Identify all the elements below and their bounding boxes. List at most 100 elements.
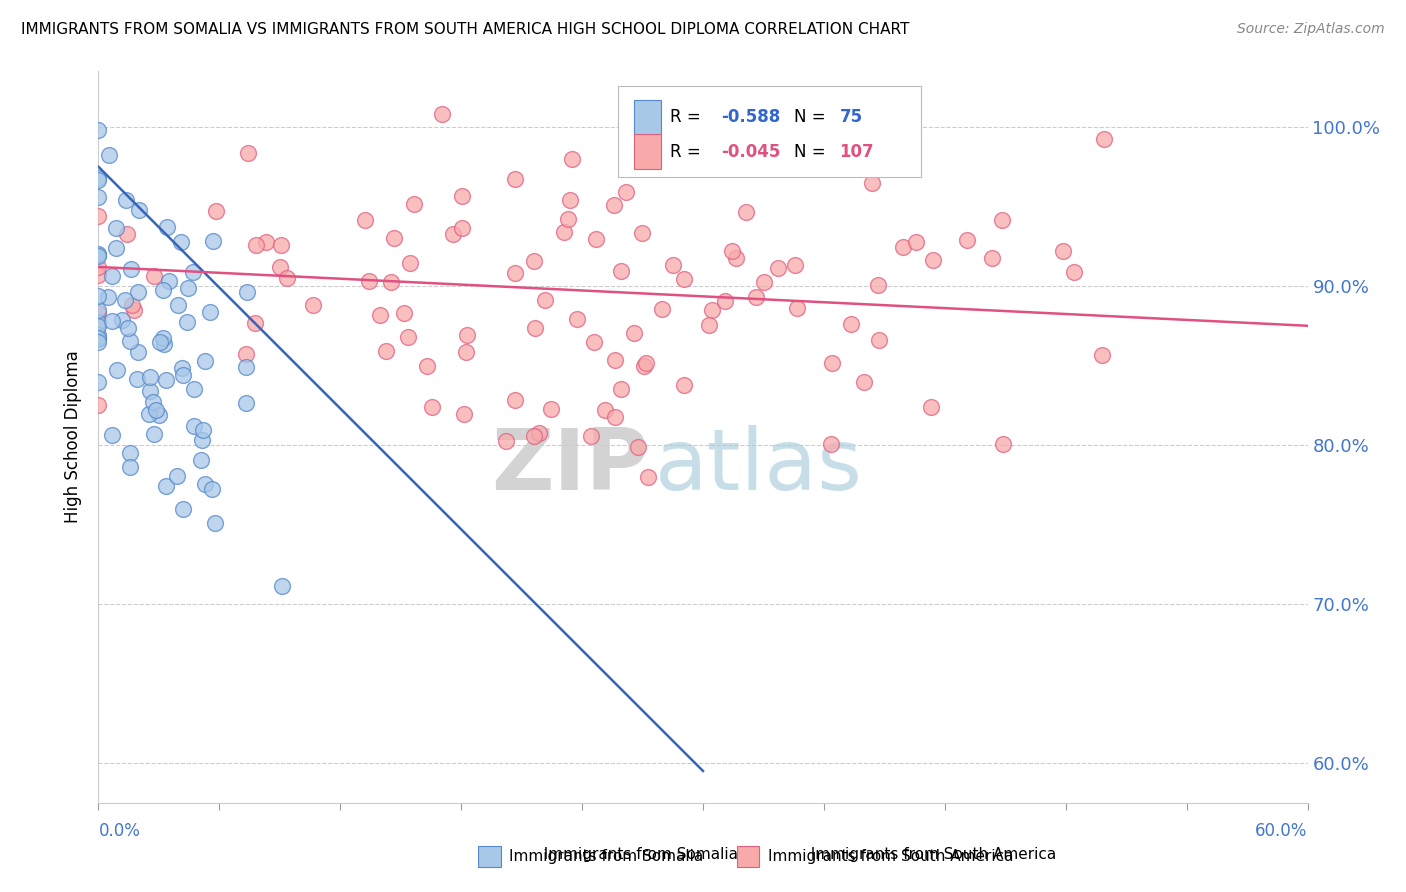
Point — [633, 359, 655, 374]
Point — [392, 305, 415, 319]
Point — [990, 213, 1012, 227]
Point — [697, 318, 720, 333]
Point — [87, 398, 110, 412]
Point — [122, 303, 145, 318]
Point — [172, 368, 194, 382]
Point — [582, 334, 605, 349]
Point — [453, 407, 475, 421]
Point — [87, 335, 110, 350]
Point — [139, 384, 162, 398]
Bar — [634, 100, 661, 135]
Point — [567, 312, 589, 326]
Point — [117, 321, 139, 335]
Point — [87, 248, 110, 262]
FancyBboxPatch shape — [619, 86, 921, 178]
Point — [636, 356, 658, 370]
Point — [115, 193, 138, 207]
Point — [766, 260, 789, 275]
Point — [118, 334, 141, 348]
Point — [138, 408, 160, 422]
Point — [87, 209, 110, 223]
Point — [201, 482, 224, 496]
Point — [745, 290, 768, 304]
Point — [142, 426, 165, 441]
Point — [785, 258, 807, 272]
Point — [441, 227, 464, 242]
Point — [191, 423, 214, 437]
Point — [98, 148, 121, 162]
Point — [235, 346, 257, 360]
Point — [172, 502, 194, 516]
Point — [254, 235, 277, 249]
Point — [105, 241, 128, 255]
Point — [194, 477, 217, 491]
Point — [714, 294, 737, 309]
Point — [640, 128, 662, 142]
Point — [236, 146, 259, 161]
Point — [593, 403, 616, 417]
Point — [786, 301, 808, 316]
Text: Immigrants from Somalia: Immigrants from Somalia — [534, 847, 738, 862]
Point — [540, 402, 562, 417]
Point — [301, 298, 323, 312]
Point — [627, 440, 650, 454]
Point — [673, 378, 696, 392]
Point — [87, 306, 110, 320]
Point — [120, 261, 142, 276]
Point — [820, 437, 842, 451]
Point — [1063, 265, 1085, 279]
Point — [87, 375, 110, 389]
Point — [87, 247, 110, 261]
Point — [721, 244, 744, 258]
Point — [1092, 131, 1115, 145]
Point — [194, 354, 217, 368]
Point — [127, 345, 149, 359]
Point — [149, 335, 172, 350]
Point — [422, 400, 444, 414]
Point — [651, 302, 673, 317]
Point — [127, 285, 149, 300]
Point — [269, 260, 291, 275]
Point — [87, 331, 110, 345]
Point — [561, 153, 583, 167]
Point — [204, 204, 226, 219]
Point — [700, 303, 723, 318]
Text: atlas: atlas — [655, 425, 863, 508]
Point — [553, 225, 575, 239]
Point — [605, 410, 627, 425]
Point — [450, 221, 472, 235]
Point — [190, 453, 212, 467]
Y-axis label: High School Diploma: High School Diploma — [65, 351, 83, 524]
Point — [142, 268, 165, 283]
Text: Source: ZipAtlas.com: Source: ZipAtlas.com — [1237, 22, 1385, 37]
Point — [922, 253, 945, 268]
Text: -0.588: -0.588 — [721, 109, 780, 127]
Text: ZIP: ZIP — [491, 425, 648, 508]
Text: 0.0%: 0.0% — [98, 822, 141, 840]
Point — [155, 478, 177, 492]
Point — [661, 258, 683, 272]
Point — [202, 235, 225, 249]
Point — [235, 285, 257, 300]
Point — [820, 356, 842, 370]
Point — [152, 284, 174, 298]
Point — [167, 298, 190, 312]
Point — [893, 240, 915, 254]
Point — [87, 123, 110, 137]
Point — [87, 302, 110, 317]
Point — [454, 345, 477, 359]
Point — [200, 305, 222, 319]
Point — [87, 332, 110, 346]
Point — [416, 359, 439, 373]
Point — [368, 308, 391, 322]
Point — [87, 190, 110, 204]
Point — [1052, 244, 1074, 259]
Point — [603, 353, 626, 368]
Point — [276, 271, 298, 285]
Point — [87, 315, 110, 329]
Point — [87, 170, 110, 185]
Text: N =: N = — [793, 109, 831, 127]
Point — [152, 331, 174, 345]
Point — [956, 233, 979, 247]
Point — [1091, 348, 1114, 362]
